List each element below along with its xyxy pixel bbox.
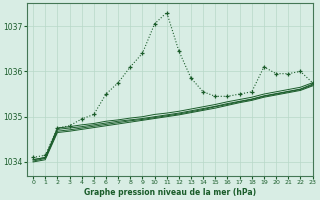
X-axis label: Graphe pression niveau de la mer (hPa): Graphe pression niveau de la mer (hPa) <box>84 188 256 197</box>
